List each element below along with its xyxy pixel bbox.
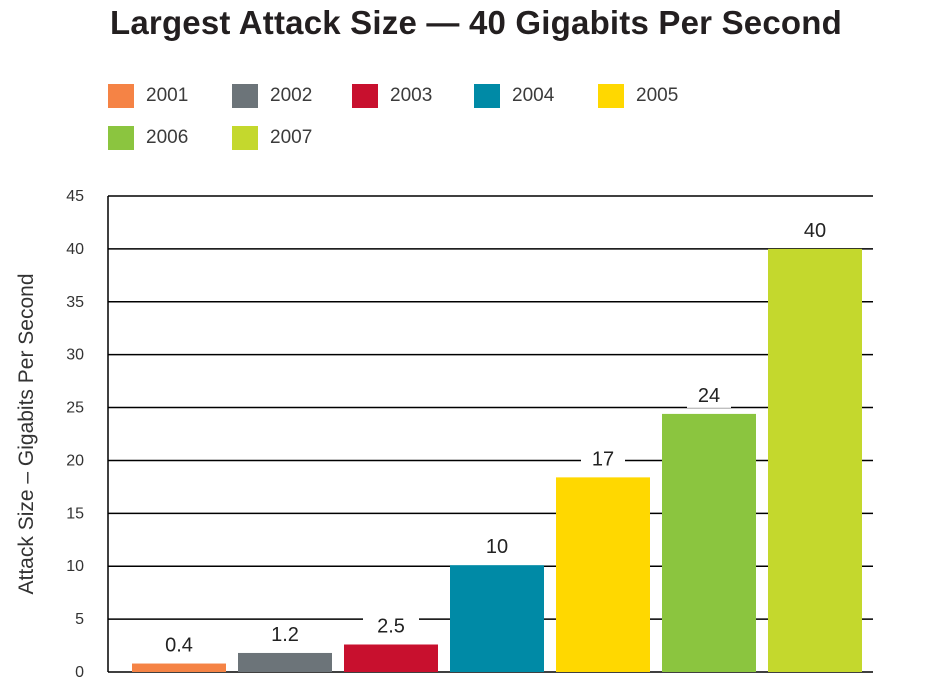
- y-tick-label: 0: [75, 664, 84, 678]
- legend-label-2002: 2002: [270, 85, 313, 106]
- legend-swatch-2005: [598, 84, 624, 108]
- y-tick-label: 15: [66, 505, 84, 522]
- y-tick-label: 45: [66, 188, 84, 205]
- bar-2007: [768, 248, 862, 672]
- legend-swatch-2006: [108, 126, 134, 150]
- value-label-2005: 17: [592, 448, 614, 470]
- value-label-2006: 24: [698, 385, 720, 407]
- value-label-2003: 2.5: [377, 615, 405, 637]
- legend-swatch-2007: [232, 126, 258, 150]
- value-label-bg: [363, 614, 419, 639]
- legend-label-2005: 2005: [636, 85, 679, 106]
- legend-swatch-2004: [474, 84, 500, 108]
- value-label-2007: 40: [804, 220, 826, 242]
- bar-2003: [344, 644, 438, 672]
- legend-item-2004: 2004: [474, 84, 554, 108]
- bar-2004: [450, 565, 544, 672]
- bar-2005: [556, 477, 650, 672]
- y-axis-label: Attack Size – Gigabits Per Second: [15, 274, 38, 595]
- bar-2006: [662, 413, 756, 672]
- value-label-bg: [581, 447, 625, 472]
- y-tick-label: 30: [66, 347, 84, 364]
- legend-item-2007: 2007: [232, 126, 312, 150]
- legend-item-2006: 2006: [108, 126, 188, 150]
- legend-label-2004: 2004: [512, 85, 555, 106]
- y-tick-label: 35: [66, 294, 84, 311]
- value-label-bg: [793, 218, 837, 243]
- legend-label-2003: 2003: [390, 85, 433, 106]
- value-label-2001: 0.4: [165, 635, 193, 657]
- legend-swatch-2001: [108, 84, 134, 108]
- legend-item-2002: 2002: [232, 84, 312, 108]
- value-label-2004: 10: [486, 536, 508, 558]
- y-tick-label: 20: [66, 452, 84, 469]
- value-label-2002: 1.2: [271, 624, 299, 646]
- legend-item-2005: 2005: [598, 84, 678, 108]
- value-label-bg: [151, 633, 207, 658]
- y-tick-label: 25: [66, 400, 84, 417]
- legend-label-2001: 2001: [146, 85, 189, 106]
- legend-item-2003: 2003: [352, 84, 432, 108]
- value-label-bg: [257, 622, 313, 647]
- y-tick-label: 40: [66, 241, 84, 258]
- bar-2002: [238, 652, 332, 672]
- value-label-bg: [687, 383, 731, 408]
- legend-label-2006: 2006: [146, 127, 189, 148]
- value-label-bg: [475, 535, 519, 560]
- legend-swatch-2002: [232, 84, 258, 108]
- legend-item-2001: 2001: [108, 84, 188, 108]
- legend-swatch-2003: [352, 84, 378, 108]
- y-tick-label: 5: [75, 611, 84, 628]
- y-tick-label: 10: [66, 558, 84, 575]
- bar-2001: [132, 663, 226, 672]
- legend-label-2007: 2007: [270, 127, 313, 148]
- chart-title: Largest Attack Size — 40 Gigabits Per Se…: [110, 4, 842, 41]
